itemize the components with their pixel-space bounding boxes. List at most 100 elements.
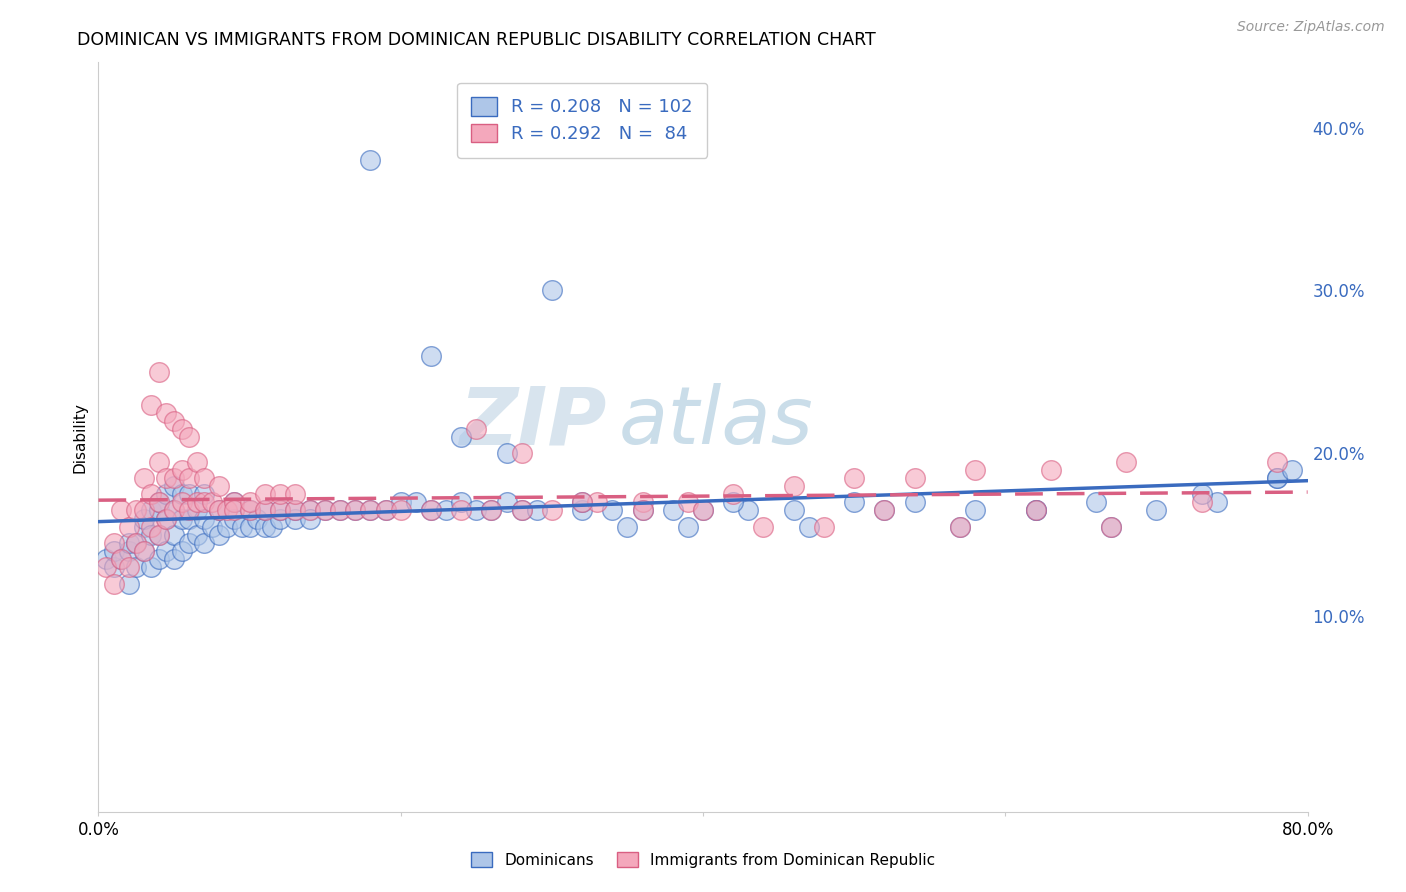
- Point: [170, 511, 193, 525]
- Point: [495, 495, 517, 509]
- Point: [262, 519, 284, 533]
- Point: [253, 519, 276, 533]
- Point: [208, 503, 231, 517]
- Point: [314, 503, 336, 517]
- Point: [526, 503, 548, 517]
- Point: [163, 503, 186, 517]
- Point: [965, 503, 987, 517]
- Point: [155, 471, 177, 485]
- Point: [239, 519, 262, 533]
- Point: [208, 479, 231, 493]
- Point: [783, 503, 806, 517]
- Point: [360, 503, 382, 517]
- Point: [253, 487, 276, 501]
- Point: [148, 495, 170, 509]
- Point: [118, 560, 141, 574]
- Point: [179, 487, 201, 501]
- Point: [1191, 495, 1213, 509]
- Point: [1267, 454, 1289, 468]
- Point: [201, 519, 224, 533]
- Point: [1039, 463, 1062, 477]
- Point: [844, 471, 866, 485]
- Point: [170, 487, 193, 501]
- Point: [269, 503, 291, 517]
- Point: [103, 576, 125, 591]
- Point: [661, 503, 683, 517]
- Point: [239, 495, 262, 509]
- Point: [148, 365, 170, 379]
- Point: [1191, 487, 1213, 501]
- Point: [783, 479, 806, 493]
- Point: [170, 463, 193, 477]
- Point: [118, 576, 141, 591]
- Point: [155, 487, 177, 501]
- Point: [1099, 519, 1122, 533]
- Point: [141, 503, 163, 517]
- Point: [329, 503, 352, 517]
- Point: [1085, 495, 1108, 509]
- Text: ZIP: ZIP: [458, 383, 606, 461]
- Point: [344, 503, 367, 517]
- Point: [118, 536, 141, 550]
- Point: [132, 503, 155, 517]
- Point: [1144, 503, 1167, 517]
- Point: [179, 503, 201, 517]
- Point: [844, 495, 866, 509]
- Point: [163, 414, 186, 428]
- Point: [155, 406, 177, 420]
- Point: [193, 511, 215, 525]
- Point: [692, 503, 714, 517]
- Point: [420, 349, 443, 363]
- Point: [299, 511, 322, 525]
- Point: [269, 503, 291, 517]
- Point: [540, 284, 562, 298]
- Point: [314, 503, 336, 517]
- Point: [110, 503, 132, 517]
- Point: [186, 503, 208, 517]
- Point: [170, 495, 193, 509]
- Point: [602, 503, 624, 517]
- Point: [873, 503, 896, 517]
- Point: [374, 503, 396, 517]
- Point: [163, 552, 186, 566]
- Point: [965, 463, 987, 477]
- Point: [125, 560, 148, 574]
- Point: [163, 471, 186, 485]
- Point: [179, 536, 201, 550]
- Point: [125, 536, 148, 550]
- Point: [1024, 503, 1046, 517]
- Point: [155, 511, 177, 525]
- Point: [1024, 503, 1046, 517]
- Point: [510, 503, 533, 517]
- Point: [118, 544, 141, 558]
- Point: [1115, 454, 1137, 468]
- Point: [1024, 503, 1046, 517]
- Point: [132, 544, 155, 558]
- Point: [631, 503, 654, 517]
- Point: [132, 519, 155, 533]
- Point: [231, 519, 253, 533]
- Point: [465, 503, 488, 517]
- Point: [148, 454, 170, 468]
- Point: [170, 422, 193, 436]
- Point: [434, 503, 457, 517]
- Point: [224, 503, 246, 517]
- Point: [239, 503, 262, 517]
- Point: [186, 528, 208, 542]
- Point: [1206, 495, 1229, 509]
- Point: [797, 519, 820, 533]
- Point: [299, 503, 322, 517]
- Text: DOMINICAN VS IMMIGRANTS FROM DOMINICAN REPUBLIC DISABILITY CORRELATION CHART: DOMINICAN VS IMMIGRANTS FROM DOMINICAN R…: [77, 31, 876, 49]
- Legend: Dominicans, Immigrants from Dominican Republic: Dominicans, Immigrants from Dominican Re…: [464, 846, 942, 873]
- Point: [201, 495, 224, 509]
- Point: [148, 552, 170, 566]
- Point: [163, 479, 186, 493]
- Point: [94, 560, 117, 574]
- Point: [676, 519, 699, 533]
- Point: [284, 511, 307, 525]
- Point: [155, 511, 177, 525]
- Point: [284, 503, 307, 517]
- Point: [692, 503, 714, 517]
- Point: [949, 519, 972, 533]
- Point: [329, 503, 352, 517]
